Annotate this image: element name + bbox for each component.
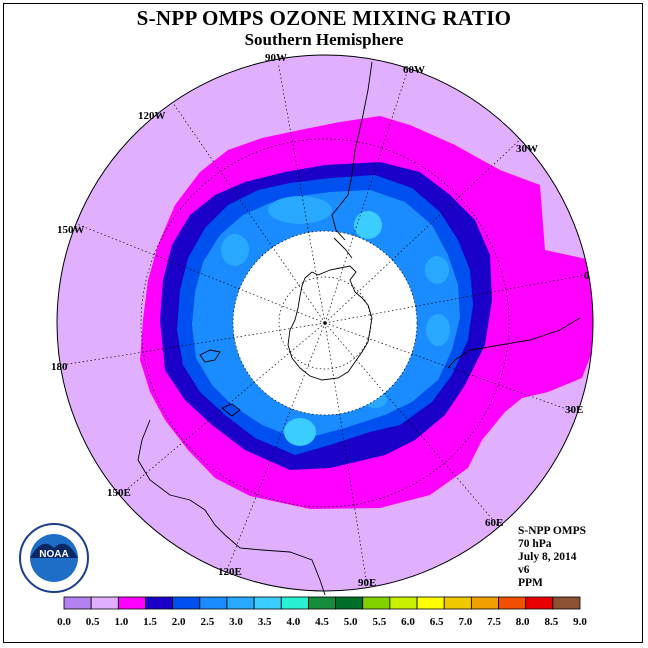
band-3.5-4.0 (354, 211, 382, 239)
meridian-90E (324, 322, 368, 588)
meridian-120E (225, 322, 326, 573)
colorbar-cell (63, 596, 92, 610)
south-america-coastline (331, 61, 373, 241)
graticule (60, 64, 588, 588)
info-block: S-NPP OMPS 70 hPa July 8, 2014 v6 PPM (518, 525, 586, 590)
meridian-120W (172, 102, 326, 324)
instrument-label: S-NPP OMPS (518, 525, 587, 537)
meridian-60E (324, 322, 499, 527)
map-border (56, 54, 594, 592)
page-subtitle: Southern Hemisphere (244, 30, 404, 49)
logo-text: NOAA (39, 549, 68, 560)
colorbar-tick-label: 2.0 (172, 616, 186, 628)
meridian-30E (324, 322, 578, 414)
colorbar-tick-label: 4.0 (286, 616, 300, 628)
colorbar-cell (389, 596, 418, 610)
colorbar-tick-label: 4.5 (315, 616, 329, 628)
antarctic-peninsula-coastline (333, 237, 353, 259)
date-label: July 8, 2014 (518, 551, 577, 563)
colorbar-cell (172, 596, 201, 610)
colorbar-tick-label: 1.5 (143, 616, 157, 628)
colorbar-tick-label: 6.5 (430, 616, 444, 628)
lon-label-90E: 90E (358, 577, 376, 589)
lon-label-30W: 30W (516, 143, 538, 155)
lon-label-90W: 90W (265, 52, 287, 64)
band-3.0-3.5 (268, 196, 332, 224)
colorbar-tick-label: 7.5 (487, 616, 501, 628)
colorbar-tick-label: 6.0 (401, 616, 415, 628)
island-coastline (221, 403, 241, 417)
meridian-150W (76, 223, 326, 324)
lon-label-30E: 30E (565, 404, 583, 416)
colorbar-tick-label: 3.5 (258, 616, 272, 628)
south-pole-marker (323, 321, 327, 325)
latitude-circle (232, 230, 418, 416)
antarctica-coastline (287, 265, 373, 381)
version-label: v6 (518, 564, 530, 576)
colorbar-cell (226, 596, 255, 610)
colorbar-cell (552, 596, 581, 610)
colorbar-tick-label: 2.5 (200, 616, 214, 628)
australia-coastline (137, 419, 326, 596)
lon-label-150W: 150W (57, 224, 85, 236)
colorbar-cell (90, 596, 119, 610)
longitude-labels: 90W 60W 30W 0 30E 60E 90E 120E 150E 180 … (51, 52, 590, 589)
meridian-150E (119, 322, 326, 496)
latitude-circle (278, 276, 372, 370)
latitude-circle (140, 138, 510, 508)
page-title: S-NPP OMPS OZONE MIXING RATIO (136, 6, 512, 30)
colorbar-cell (362, 596, 391, 610)
meridian-180 (60, 322, 326, 366)
lon-label-60W: 60W (403, 64, 425, 76)
meridian-30W (324, 138, 521, 324)
lon-label-60E: 60E (485, 517, 503, 529)
noaa-logo: NOAA (19, 523, 89, 593)
colorbar-tick-label: 1.0 (114, 616, 128, 628)
colorbar-tick-label: 0.0 (57, 616, 71, 628)
colorbar-cell (498, 596, 527, 610)
colorbar-cell (416, 596, 445, 610)
figure-frame (3, 3, 643, 643)
colorbar-cell (145, 596, 174, 610)
colorbar-cell (443, 596, 472, 610)
colorbar-tick-label: 7.0 (458, 616, 472, 628)
colorbar-tick-label: 5.0 (344, 616, 358, 628)
colorbar-cell (308, 596, 336, 610)
pressure-level-label: 70 hPa (518, 538, 552, 550)
africa-coastline (447, 317, 581, 369)
new-zealand-coastline (199, 349, 221, 363)
colorbar-cell (335, 596, 364, 610)
band-3.0-3.5 (425, 256, 449, 284)
band-3.0-3.5 (426, 314, 450, 346)
colorbar-cell (280, 596, 309, 610)
coastlines (137, 61, 581, 596)
lon-label-0: 0 (584, 270, 590, 282)
colorbar-cell (117, 596, 146, 610)
colorbar-cell (253, 596, 282, 610)
lon-label-120E: 120E (218, 566, 242, 578)
colorbar-tick-label: 3.0 (229, 616, 243, 628)
lon-label-180: 180 (51, 361, 68, 373)
band-3.0-3.5 (221, 234, 249, 266)
lon-label-120W: 120W (138, 110, 166, 122)
colorbar-cell (525, 596, 554, 610)
colorbar-tick-label: 8.0 (516, 616, 530, 628)
colorbar-tick-label: 0.5 (86, 616, 100, 628)
lon-label-150E: 150E (107, 487, 131, 499)
meridian-0 (324, 274, 588, 324)
colorbar-cell (470, 596, 499, 610)
units-label: PPM (518, 577, 543, 589)
colorbar-cell (199, 596, 228, 610)
colorbar-tick-label: 9.0 (573, 616, 587, 628)
colorbar-tick-label: 8.5 (544, 616, 558, 628)
band-3.5-4.0 (284, 418, 316, 446)
logo-bird-icon (30, 543, 78, 558)
colorbar-tick-label: 5.5 (372, 616, 386, 628)
